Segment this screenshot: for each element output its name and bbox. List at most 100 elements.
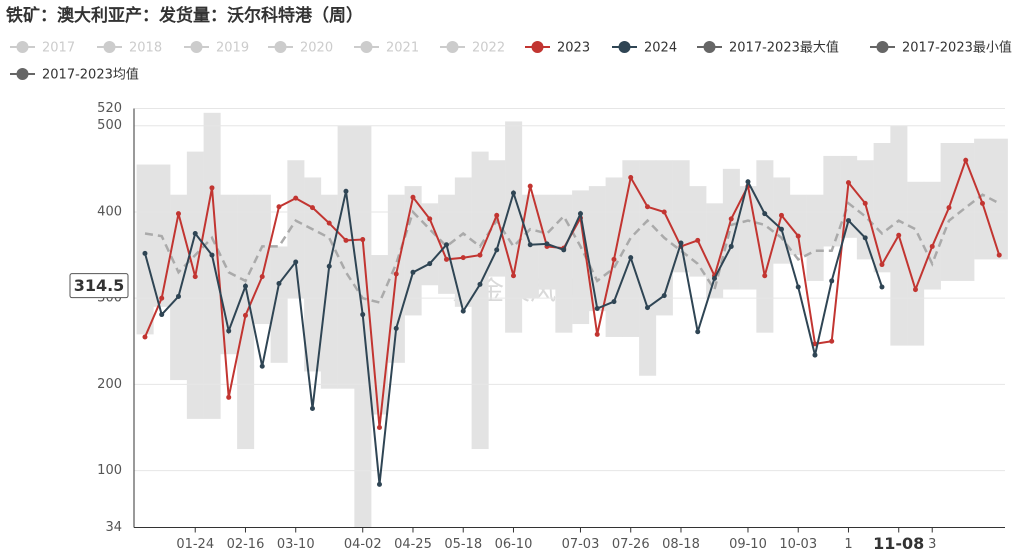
range-band bbox=[990, 138, 1008, 260]
data-point bbox=[510, 273, 516, 279]
data-point bbox=[795, 233, 801, 239]
legend-icon bbox=[703, 41, 716, 53]
legend-label: 2024 bbox=[644, 41, 677, 56]
legend-item[interactable]: 2017-2023最小值 bbox=[870, 40, 1012, 56]
data-point bbox=[527, 183, 533, 189]
data-point bbox=[946, 205, 952, 211]
data-point bbox=[527, 242, 533, 248]
data-point bbox=[242, 312, 248, 318]
data-point bbox=[812, 352, 818, 358]
x-tick-label: 07-03 bbox=[562, 537, 600, 552]
data-point bbox=[427, 261, 433, 267]
legend-icon bbox=[876, 41, 889, 53]
y-tick-label: 100 bbox=[97, 463, 122, 478]
legend-icon bbox=[190, 41, 203, 53]
data-point bbox=[427, 216, 433, 222]
data-point bbox=[544, 241, 550, 247]
chart-title: 铁矿：澳大利亚产：发货量：沃尔科特港（周） bbox=[6, 5, 363, 26]
legend-icon bbox=[16, 41, 29, 53]
legend-item[interactable]: 2021 bbox=[354, 41, 419, 56]
legend-label: 2017 bbox=[42, 41, 75, 56]
data-point bbox=[762, 273, 768, 279]
x-tick-label: 06-10 bbox=[495, 537, 533, 552]
data-point bbox=[477, 252, 483, 258]
range-band bbox=[203, 112, 221, 419]
range-band bbox=[371, 255, 389, 415]
data-point bbox=[460, 308, 466, 314]
data-point bbox=[326, 263, 332, 269]
data-point bbox=[393, 325, 399, 331]
range-band bbox=[253, 194, 271, 325]
data-point bbox=[293, 259, 299, 265]
range-band bbox=[354, 125, 372, 528]
legend-label: 2019 bbox=[216, 41, 249, 56]
data-point bbox=[175, 293, 181, 299]
legend-item[interactable]: 2022 bbox=[440, 41, 505, 56]
x-tick-label: 04-02 bbox=[344, 537, 382, 552]
range-band bbox=[722, 168, 740, 290]
data-point bbox=[159, 312, 165, 318]
data-point bbox=[376, 481, 382, 487]
data-point bbox=[343, 188, 349, 194]
x-tick-label: 10-03 bbox=[779, 537, 817, 552]
legend-icon bbox=[274, 41, 287, 53]
x-tick-label: 08-18 bbox=[662, 537, 700, 552]
data-point bbox=[577, 211, 583, 217]
data-point bbox=[963, 157, 969, 163]
y-tick-label: 520 bbox=[97, 101, 122, 116]
data-point bbox=[594, 331, 600, 337]
legend-item[interactable]: 2017-2023均值 bbox=[10, 67, 139, 83]
legend-label: 2018 bbox=[129, 41, 162, 56]
data-point bbox=[259, 363, 265, 369]
legend-item[interactable]: 2017 bbox=[10, 41, 75, 56]
y-tick-label: 34 bbox=[105, 520, 122, 535]
range-band bbox=[823, 155, 841, 247]
legend-label: 2017-2023均值 bbox=[42, 67, 139, 83]
legend-item[interactable]: 2017-2023最大值 bbox=[697, 40, 839, 56]
legend-label: 2022 bbox=[472, 41, 505, 56]
range-band bbox=[873, 142, 891, 273]
range-band bbox=[923, 181, 941, 290]
data-point bbox=[628, 174, 634, 180]
data-point bbox=[192, 274, 198, 280]
data-point bbox=[795, 284, 801, 290]
pointer-box bbox=[69, 273, 129, 299]
range-band bbox=[337, 125, 355, 389]
legend-label: 2017-2023最大值 bbox=[729, 40, 839, 56]
data-point bbox=[510, 190, 516, 196]
data-point bbox=[979, 200, 985, 206]
data-point bbox=[611, 299, 617, 305]
data-point bbox=[309, 406, 315, 412]
data-point bbox=[862, 200, 868, 206]
y-tick-label: 200 bbox=[97, 377, 122, 392]
legend-item[interactable]: 2024 bbox=[612, 41, 677, 56]
data-point bbox=[494, 247, 500, 253]
range-band bbox=[287, 160, 305, 299]
legend-label: 2023 bbox=[557, 41, 590, 56]
data-point bbox=[376, 424, 382, 430]
range-band bbox=[555, 194, 573, 333]
data-point bbox=[159, 295, 165, 301]
legend-label: 2017-2023最小值 bbox=[902, 40, 1012, 56]
x-tick-label: 1 bbox=[844, 537, 852, 552]
pointer-label: 314.5 bbox=[74, 276, 125, 295]
range-band bbox=[706, 203, 724, 299]
data-point bbox=[276, 281, 282, 287]
data-point bbox=[661, 209, 667, 215]
legend-item[interactable]: 2020 bbox=[268, 41, 333, 56]
data-point bbox=[845, 180, 851, 186]
range-band bbox=[689, 186, 707, 277]
range-band bbox=[974, 138, 992, 260]
data-point bbox=[996, 252, 1002, 258]
range-band bbox=[136, 164, 154, 335]
data-point bbox=[879, 262, 885, 268]
data-point bbox=[644, 204, 650, 210]
data-point bbox=[242, 283, 248, 289]
legend-item[interactable]: 2023 bbox=[525, 41, 590, 56]
data-point bbox=[326, 220, 332, 226]
legend-item[interactable]: 2019 bbox=[184, 41, 249, 56]
legend-label: 2021 bbox=[386, 41, 419, 56]
data-point bbox=[644, 305, 650, 311]
legend-item[interactable]: 2018 bbox=[97, 41, 162, 56]
